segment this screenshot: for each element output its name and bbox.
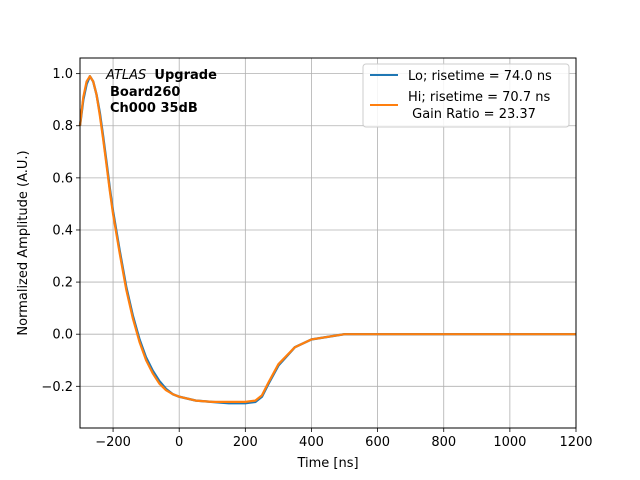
upgrade-label: Upgrade [154,68,217,83]
board-label: Board260 [110,85,180,100]
legend-box [362,63,570,128]
x-axis-label: Time [ns] [296,456,358,471]
series-line-hi [78,75,576,403]
x-tick-label: 800 [431,435,456,450]
x-tick-label: 0 [175,435,183,450]
x-tick-label: 400 [299,435,324,450]
ticks: −200 0 200 400 600 800 1000 1200 −0.2 0.0 0.2 0.4 0.… [41,67,592,450]
legend-label-hi-gain: Gain Ratio = 23.37 [408,107,536,122]
y-tick-label: 0.0 [52,328,73,343]
atlas-annotation: ATLAS Upgrade Board260 Ch000 35dB [105,68,217,116]
y-tick-label: 0.8 [52,119,73,134]
y-tick-label: 1.0 [52,67,73,82]
atlas-label: ATLAS [105,68,146,83]
channel-label: Ch000 35dB [110,101,198,116]
y-tick-label: 0.4 [52,223,73,238]
x-tick-label: −200 [95,435,131,450]
y-tick-label: 0.6 [52,171,73,186]
series-layer [78,74,576,405]
svg-text:ATLAS Upgrade: ATLAS Upgrade [105,68,217,83]
x-tick-label: 600 [365,435,390,450]
legend-label-lo: Lo; risetime = 74.0 ns [408,69,552,84]
legend: Lo; risetime = 74.0 ns Hi; risetime = 70… [362,63,570,128]
y-tick-label: −0.2 [41,380,73,395]
plot-frame [79,57,577,429]
x-tick-label: 1000 [493,435,526,450]
y-tick-label: 0.2 [52,276,73,291]
legend-label-hi: Hi; risetime = 70.7 ns [408,90,550,105]
x-tick-label: 1200 [559,435,592,450]
x-tick-label: 200 [233,435,258,450]
y-axis-label: Normalized Amplitude (A.U.) [16,150,31,335]
